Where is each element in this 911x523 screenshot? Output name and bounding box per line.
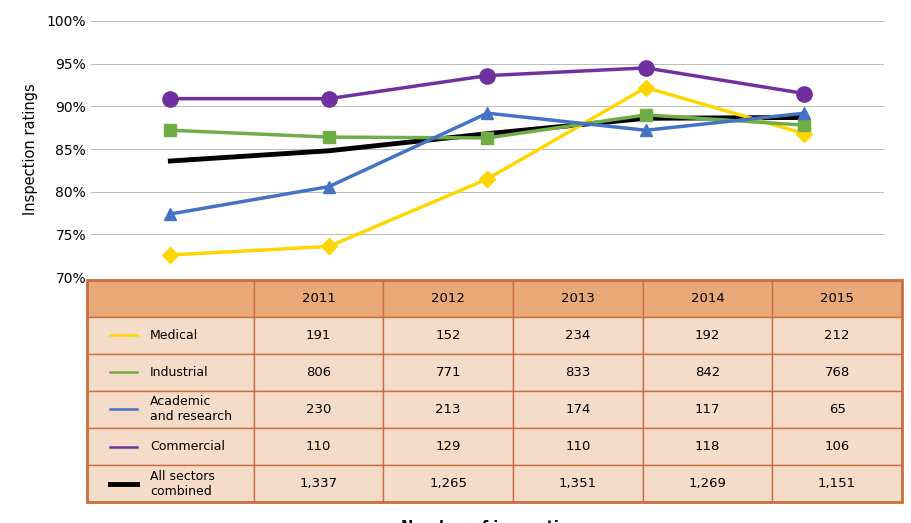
Text: 129: 129 bbox=[435, 440, 461, 453]
Y-axis label: Inspection ratings: Inspection ratings bbox=[24, 83, 38, 215]
Text: 117: 117 bbox=[695, 403, 721, 416]
Text: 842: 842 bbox=[695, 366, 720, 379]
Text: 768: 768 bbox=[824, 366, 850, 379]
Text: 771: 771 bbox=[435, 366, 461, 379]
Text: 212: 212 bbox=[824, 329, 850, 342]
Text: 65: 65 bbox=[829, 403, 845, 416]
Text: 1,269: 1,269 bbox=[689, 477, 726, 490]
Text: All sectors
combined: All sectors combined bbox=[150, 470, 215, 497]
Text: 1,265: 1,265 bbox=[429, 477, 467, 490]
Text: 2014: 2014 bbox=[691, 292, 724, 305]
Text: 833: 833 bbox=[565, 366, 590, 379]
Text: 1,337: 1,337 bbox=[300, 477, 338, 490]
Text: 2011: 2011 bbox=[302, 292, 335, 305]
Text: 110: 110 bbox=[306, 440, 332, 453]
Text: 2012: 2012 bbox=[431, 292, 466, 305]
Text: Industrial: Industrial bbox=[150, 366, 209, 379]
Text: 174: 174 bbox=[565, 403, 590, 416]
Text: 213: 213 bbox=[435, 403, 461, 416]
Text: Medical: Medical bbox=[150, 329, 199, 342]
Text: 110: 110 bbox=[565, 440, 590, 453]
Text: Academic
and research: Academic and research bbox=[150, 395, 232, 424]
Text: 234: 234 bbox=[565, 329, 590, 342]
Text: Number of inspections: Number of inspections bbox=[401, 520, 588, 523]
Text: 152: 152 bbox=[435, 329, 461, 342]
Text: 806: 806 bbox=[306, 366, 331, 379]
Text: 192: 192 bbox=[695, 329, 720, 342]
Text: 118: 118 bbox=[695, 440, 720, 453]
Text: 191: 191 bbox=[306, 329, 332, 342]
Text: 230: 230 bbox=[306, 403, 332, 416]
Text: 1,351: 1,351 bbox=[558, 477, 597, 490]
Text: Commercial: Commercial bbox=[150, 440, 225, 453]
Text: 2015: 2015 bbox=[820, 292, 854, 305]
Text: 1,151: 1,151 bbox=[818, 477, 856, 490]
Text: 2013: 2013 bbox=[561, 292, 595, 305]
Text: 106: 106 bbox=[824, 440, 850, 453]
